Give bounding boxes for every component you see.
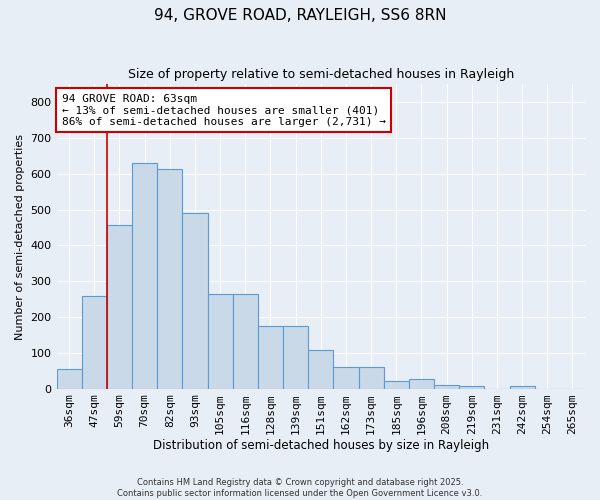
Bar: [434, 385, 459, 388]
Bar: [258, 326, 283, 388]
Text: 94 GROVE ROAD: 63sqm
← 13% of semi-detached houses are smaller (401)
86% of semi: 94 GROVE ROAD: 63sqm ← 13% of semi-detac…: [62, 94, 386, 127]
X-axis label: Distribution of semi-detached houses by size in Rayleigh: Distribution of semi-detached houses by …: [153, 440, 489, 452]
Bar: [132, 163, 157, 388]
Bar: [383, 380, 409, 388]
Bar: [107, 224, 132, 388]
Text: 94, GROVE ROAD, RAYLEIGH, SS6 8RN: 94, GROVE ROAD, RAYLEIGH, SS6 8RN: [154, 8, 446, 22]
Bar: [308, 350, 334, 389]
Y-axis label: Number of semi-detached properties: Number of semi-detached properties: [15, 134, 25, 340]
Bar: [359, 367, 383, 388]
Text: Contains HM Land Registry data © Crown copyright and database right 2025.
Contai: Contains HM Land Registry data © Crown c…: [118, 478, 482, 498]
Bar: [56, 369, 82, 388]
Title: Size of property relative to semi-detached houses in Rayleigh: Size of property relative to semi-detach…: [128, 68, 514, 80]
Bar: [82, 296, 107, 388]
Bar: [334, 367, 359, 388]
Bar: [182, 214, 208, 388]
Bar: [208, 294, 233, 388]
Bar: [459, 386, 484, 388]
Bar: [233, 294, 258, 388]
Bar: [409, 379, 434, 388]
Bar: [283, 326, 308, 388]
Bar: [157, 168, 182, 388]
Bar: [509, 386, 535, 388]
